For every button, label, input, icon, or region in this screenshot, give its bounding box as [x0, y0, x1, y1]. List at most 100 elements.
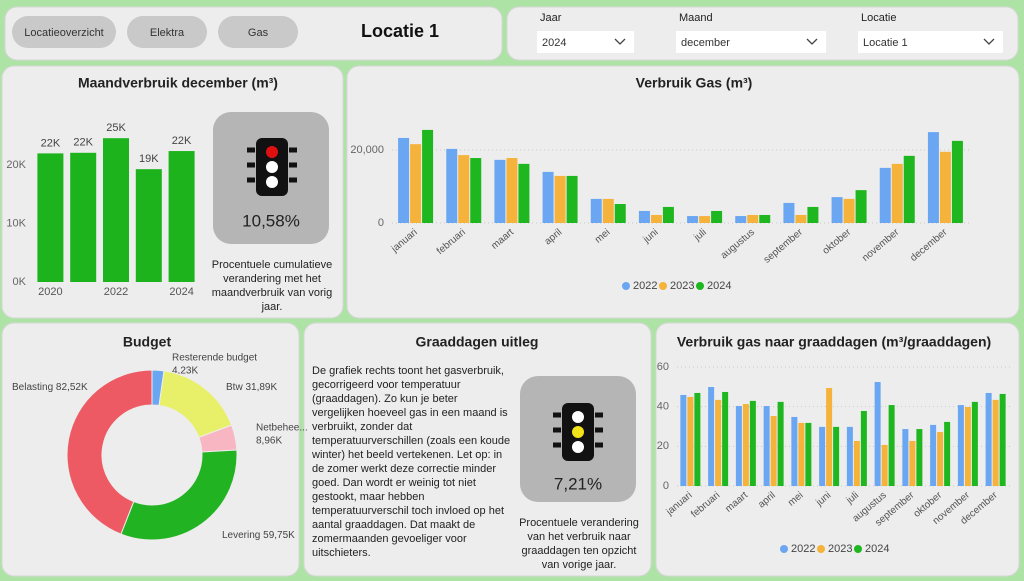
dropdown-box	[537, 31, 634, 53]
bar	[964, 407, 971, 486]
bar	[843, 198, 855, 223]
bar	[638, 210, 650, 223]
y-tick-label: 20	[657, 440, 669, 452]
bar	[103, 138, 129, 282]
bar	[957, 405, 964, 486]
bar	[916, 429, 923, 486]
chevron	[806, 38, 818, 45]
legend-marker	[817, 545, 825, 553]
bar	[930, 424, 937, 486]
button-label: Gas	[248, 27, 269, 39]
chevron	[983, 38, 995, 45]
dropdown[interactable]: 2024	[537, 31, 634, 53]
y-tick-label: 20,000	[350, 144, 384, 156]
button[interactable]: Gas	[218, 16, 298, 48]
slice-value-label: 31,89K	[245, 382, 277, 393]
bar	[927, 132, 939, 223]
data-label: 22K	[172, 135, 192, 147]
y-tick-label: 0	[663, 480, 669, 492]
bar	[763, 406, 770, 486]
bar	[992, 399, 999, 486]
y-tick-label: 20K	[6, 159, 26, 171]
bar	[891, 163, 903, 223]
bar	[168, 151, 195, 282]
bar	[554, 175, 566, 223]
bar	[903, 155, 915, 223]
bar	[846, 426, 853, 486]
bar	[783, 202, 795, 223]
data-label: 22K	[73, 137, 93, 149]
bar	[494, 159, 506, 223]
bar	[777, 401, 784, 486]
bar	[807, 206, 819, 223]
legend-marker	[854, 545, 862, 553]
legend-label: 2022	[633, 280, 657, 292]
dropdown[interactable]: Locatie 1	[858, 31, 1003, 53]
bar	[398, 137, 410, 223]
x-tick-label: 2024	[169, 286, 193, 298]
slice-label: Belasting 82,52K	[12, 382, 88, 393]
chart-title: Verbruik gas naar graaddagen (m³/graadda…	[677, 334, 991, 350]
bar	[795, 214, 807, 223]
legend-marker	[622, 282, 630, 290]
legend-marker	[780, 545, 788, 553]
bar	[458, 155, 470, 223]
dropdown-value: december	[681, 37, 730, 49]
bar	[881, 444, 888, 486]
bar	[937, 432, 944, 486]
bar	[135, 169, 162, 282]
dropdown-box	[676, 31, 826, 53]
bar	[833, 426, 840, 486]
slice-label: Netbehee...	[256, 423, 308, 434]
button-label: Elektra	[150, 27, 185, 39]
button[interactable]: Elektra	[127, 16, 207, 48]
chart-title: Maandverbruik december (m³)	[78, 75, 278, 91]
filter-label: Maand	[679, 12, 713, 24]
chart-title: Budget	[123, 334, 172, 350]
bar	[909, 440, 916, 486]
bar	[944, 421, 951, 486]
bar	[518, 163, 530, 223]
slice-name: Btw	[226, 382, 243, 393]
legend-label: 2022	[791, 543, 815, 555]
pie-slice	[66, 369, 153, 535]
bar	[70, 152, 97, 282]
bar	[770, 415, 777, 486]
page-title: Locatie 1	[361, 21, 439, 41]
button-bg	[12, 16, 116, 48]
slice-name: Belasting	[12, 382, 53, 393]
kpi-value: 10,58%	[242, 211, 300, 230]
slice-name: Levering	[222, 530, 260, 541]
bar	[542, 171, 554, 223]
bar	[680, 394, 687, 486]
dropdown-value: Locatie 1	[863, 37, 908, 49]
bar	[747, 214, 759, 223]
traffic-light-icon	[553, 403, 603, 461]
bar	[902, 429, 909, 486]
bar	[687, 396, 694, 486]
legend-marker	[659, 282, 667, 290]
bar	[662, 206, 674, 223]
bar	[759, 214, 771, 223]
bar	[422, 129, 434, 223]
slice-value-label: 59,75K	[263, 530, 295, 541]
button-bg	[127, 16, 207, 48]
bar	[470, 158, 482, 223]
bar	[410, 144, 422, 223]
slice-label: Resterende budget	[172, 353, 257, 364]
dropdown[interactable]: december	[676, 31, 826, 53]
chart-title: Verbruik Gas (m³)	[636, 75, 753, 91]
data-label: 25K	[106, 122, 126, 134]
slice-value-label: 8,96K	[256, 436, 282, 447]
bar	[826, 387, 833, 486]
y-tick-label: 0	[378, 217, 384, 229]
bar	[971, 401, 978, 486]
legend-label: 2023	[828, 543, 852, 555]
legend-label: 2024	[707, 280, 731, 292]
filter-label: Jaar	[540, 12, 562, 24]
button[interactable]: Locatieoverzicht	[12, 16, 116, 48]
bar	[999, 393, 1006, 486]
bar	[860, 411, 867, 486]
kpi-value: 7,21%	[554, 474, 602, 493]
